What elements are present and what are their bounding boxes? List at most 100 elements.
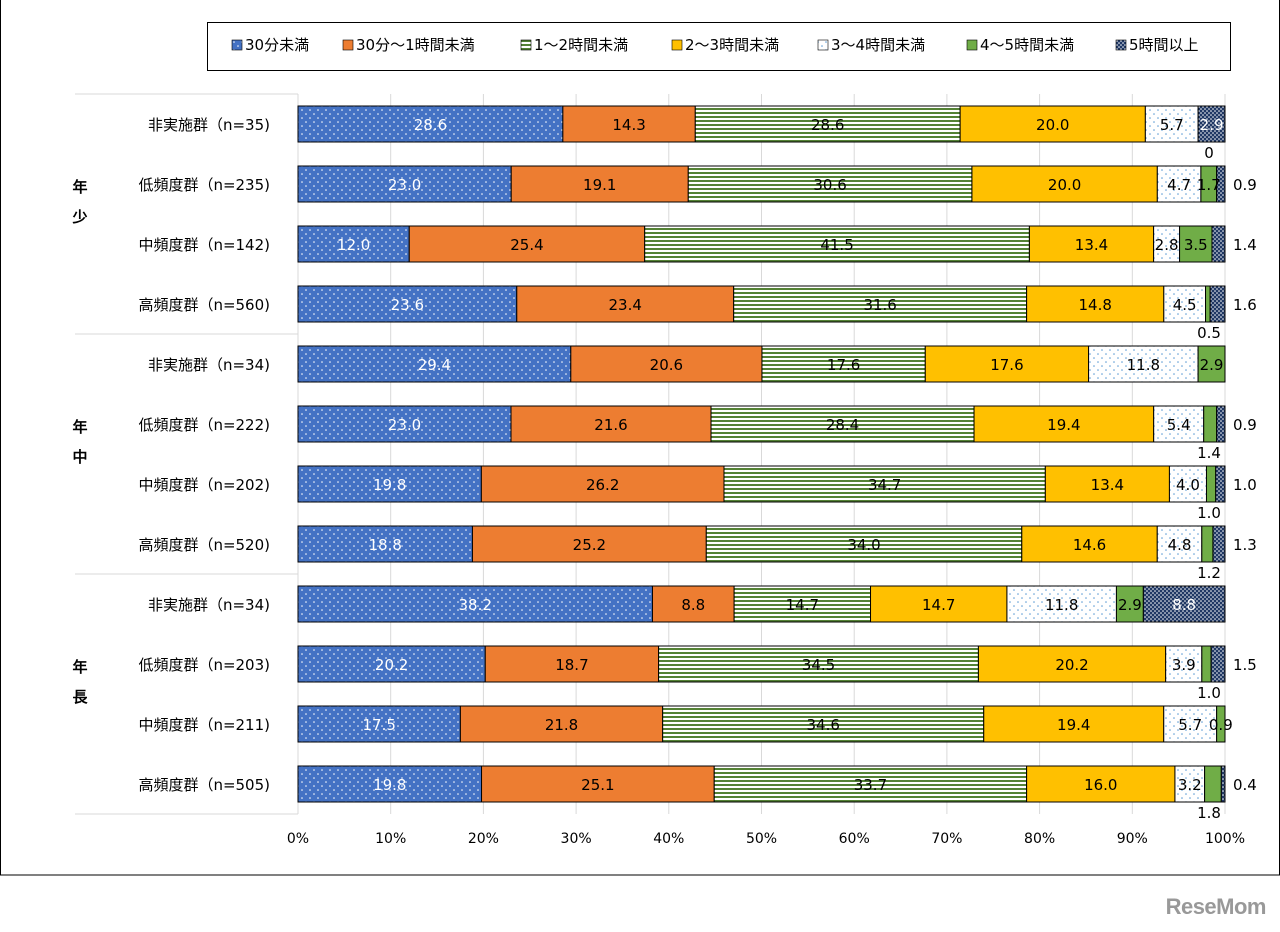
data-label: 26.2 <box>586 476 619 494</box>
legend-swatch <box>1115 39 1127 51</box>
bar-segment <box>1203 405 1218 443</box>
bar-segment <box>297 345 572 383</box>
data-label: 0.5 <box>1197 324 1221 342</box>
bar-segment <box>973 405 1155 443</box>
bar-segment <box>1216 405 1226 443</box>
bar-segment <box>1026 285 1165 323</box>
data-label: 23.4 <box>609 296 642 314</box>
resemom-logo: ReseMom <box>1165 894 1267 919</box>
legend-swatch <box>817 39 829 51</box>
data-label: 8.8 <box>1172 596 1196 614</box>
bar-segment <box>705 525 1023 563</box>
bar-segment <box>297 405 512 443</box>
data-label: 34.7 <box>868 476 901 494</box>
bar-segment <box>1115 585 1144 623</box>
bar-segment <box>694 105 961 143</box>
data-label: 4.5 <box>1173 296 1197 314</box>
data-label: 17.5 <box>362 716 395 734</box>
legend-swatch <box>671 39 683 51</box>
legend-swatch <box>342 39 354 51</box>
bar-segment <box>1021 525 1158 563</box>
bar-segment <box>662 705 985 743</box>
bar-segment <box>713 765 1028 803</box>
data-label: 21.6 <box>594 416 627 434</box>
legend-swatch <box>966 39 978 51</box>
data-label: 33.7 <box>854 776 887 794</box>
data-label: 2.9 <box>1200 356 1224 374</box>
data-label: 5.7 <box>1160 116 1184 134</box>
data-label: 1.6 <box>1233 296 1257 314</box>
data-label: 5.4 <box>1167 416 1191 434</box>
data-label: 4.0 <box>1176 476 1200 494</box>
x-tick-label: 70% <box>931 831 962 847</box>
bar-segment <box>297 225 410 263</box>
bar-segment <box>959 105 1146 143</box>
data-label: 14.7 <box>922 596 955 614</box>
x-tick-label: 50% <box>746 831 777 847</box>
row-label: 中頻度群（n=211) <box>138 716 270 734</box>
row-label: 低頻度群（n=235) <box>138 176 270 194</box>
bar-segment <box>297 285 518 323</box>
bar-segment <box>644 225 1030 263</box>
data-label: 4.8 <box>1168 536 1192 554</box>
row-label: 高頻度群（n=520) <box>138 536 270 554</box>
data-label: 1.5 <box>1233 656 1257 674</box>
bar-segment <box>516 285 735 323</box>
data-label: 4.7 <box>1167 176 1191 194</box>
data-label: 14.7 <box>786 596 819 614</box>
legend-swatch <box>520 39 532 51</box>
data-label: 1.8 <box>1197 804 1221 822</box>
data-label: 11.8 <box>1045 596 1078 614</box>
bar-segment <box>480 465 725 503</box>
data-label: 19.8 <box>373 476 406 494</box>
bar-segment <box>687 165 973 203</box>
row-label: 低頻度群（n=203) <box>138 656 270 674</box>
bar-segment <box>1201 525 1214 563</box>
bar-segment <box>297 465 482 503</box>
data-label: 8.8 <box>681 596 705 614</box>
data-label: 1.3 <box>1233 536 1257 554</box>
x-tick-label: 60% <box>839 831 870 847</box>
data-label: 25.4 <box>510 236 543 254</box>
legend-label: 3〜4時間未満 <box>831 36 925 54</box>
data-label: 0.4 <box>1233 776 1257 794</box>
bar-segment <box>1210 645 1226 683</box>
bar-segment <box>570 345 763 383</box>
data-label: 34.5 <box>802 656 835 674</box>
data-label: 14.8 <box>1079 296 1112 314</box>
bar-segment <box>1220 765 1226 803</box>
bar-segment <box>1088 345 1199 383</box>
legend-label: 5時間以上 <box>1129 36 1199 54</box>
bar-segment <box>1006 585 1117 623</box>
data-label: 17.6 <box>990 356 1023 374</box>
bar-segment <box>1156 525 1203 563</box>
legend-label: 30分未満 <box>245 36 309 54</box>
group-label: 年 <box>72 658 87 676</box>
data-label: 12.0 <box>337 236 370 254</box>
data-label: 25.1 <box>581 776 614 794</box>
row-label: 非実施群（n=35) <box>148 116 270 134</box>
bar-segment <box>1209 285 1226 323</box>
bar-segment <box>1201 645 1212 683</box>
row-label: 高頻度群（n=505) <box>138 776 270 794</box>
data-label: 21.8 <box>545 716 578 734</box>
data-label: 1.4 <box>1233 236 1257 254</box>
group-label: 年 <box>72 418 87 436</box>
group-label: 年 <box>72 178 87 196</box>
bar-segment <box>297 105 564 143</box>
bar-segment <box>484 645 660 683</box>
bar-segment <box>1163 705 1218 743</box>
data-label: 25.2 <box>573 536 606 554</box>
bar-segment <box>1028 225 1155 263</box>
data-label: 0.9 <box>1233 416 1257 434</box>
legend-label: 4〜5時間未満 <box>980 36 1074 54</box>
row-label: 中頻度群（n=142) <box>138 236 270 254</box>
data-label: 23.0 <box>388 416 421 434</box>
data-label: 38.2 <box>459 596 492 614</box>
bar-segment <box>408 225 646 263</box>
data-label: 19.8 <box>373 776 406 794</box>
data-label: 19.1 <box>583 176 616 194</box>
bar-segment <box>459 705 664 743</box>
